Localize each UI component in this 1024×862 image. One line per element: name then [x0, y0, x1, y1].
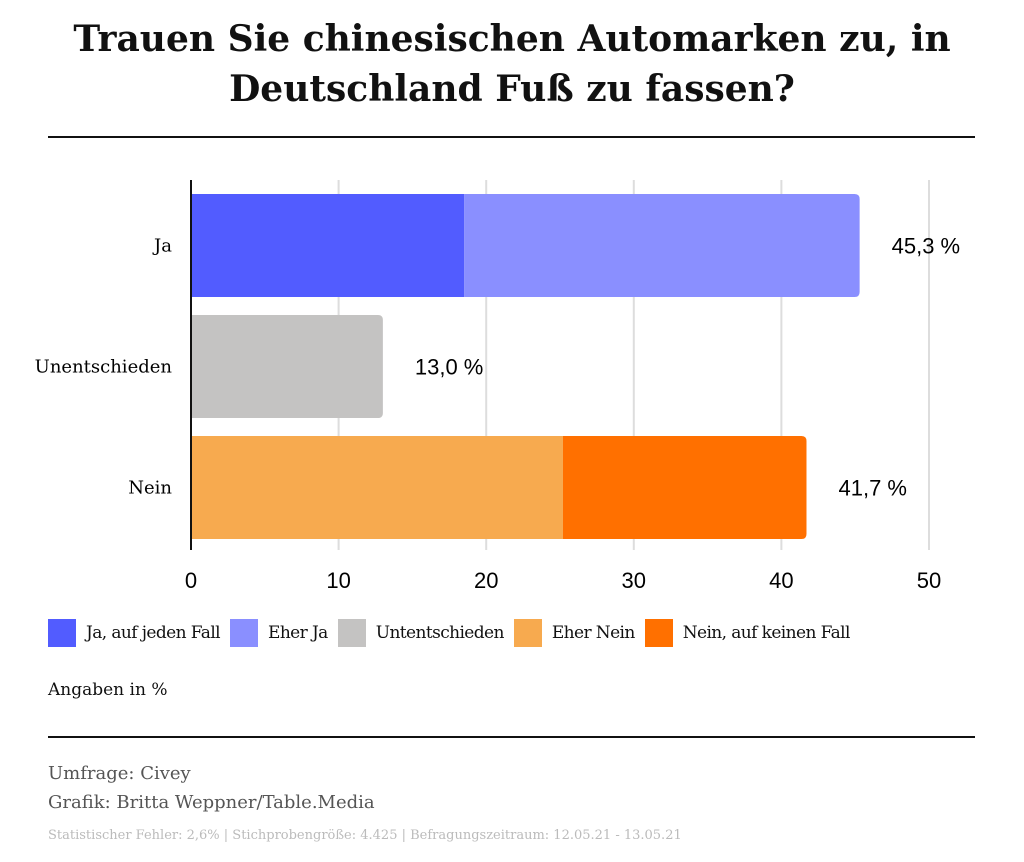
x-tick-label: 30: [622, 568, 646, 593]
bar-segment: [191, 436, 563, 539]
legend-item: Nein, auf keinen Fall: [644, 619, 851, 647]
legend-label: Nein, auf keinen Fall: [682, 623, 851, 643]
category-label: Unentschieden: [35, 357, 173, 378]
x-tick-label: 50: [917, 568, 941, 593]
bar-chart: 0 10 20 30 40 50 Ja 45,3 % Unentschieden 13,0 % Ne…: [35, 180, 961, 593]
category-label: Ja: [152, 236, 172, 257]
x-tick-label: 10: [326, 568, 350, 593]
bar-segment: [191, 315, 383, 418]
legend-label: Eher Ja: [268, 623, 328, 643]
bar-segment: [464, 194, 860, 297]
legend: Ja, auf jeden Fall Eher Ja Untentschieden E…: [48, 619, 860, 647]
units-note: Angaben in %: [48, 680, 168, 700]
legend-item: Untentschieden: [337, 619, 505, 647]
legend-swatch: [337, 619, 366, 647]
footer-divider: [48, 736, 975, 738]
legend-swatch: [644, 619, 673, 647]
x-tick-label: 20: [474, 568, 498, 593]
x-tick-label: 40: [769, 568, 793, 593]
legend-swatch: [513, 619, 542, 647]
legend-label: Eher Nein: [551, 623, 635, 643]
legend-swatch: [48, 619, 76, 647]
title-divider: [48, 136, 975, 138]
legend-swatch: [230, 619, 259, 647]
total-label: 41,7 %: [838, 476, 907, 501]
bar-segment: [562, 436, 807, 539]
legend-item: Eher Ja: [230, 619, 328, 647]
footnote: Statistischer Fehler: 2,6% | Stichproben…: [48, 828, 682, 843]
legend-label: Ja, auf jeden Fall: [86, 623, 221, 643]
x-tick-label: 0: [185, 568, 197, 593]
total-label: 45,3 %: [892, 234, 961, 259]
source: Umfrage: Civey: [48, 763, 191, 784]
legend-item: Ja, auf jeden Fall: [48, 619, 221, 647]
category-label: Nein: [128, 478, 172, 499]
bar-segment: [191, 194, 465, 297]
total-label: 13,0 %: [415, 355, 484, 380]
chart-title: Trauen Sie chinesischen Automarken zu, i…: [73, 18, 951, 110]
credit: Grafik: Britta Weppner/Table.Media: [48, 792, 375, 813]
legend-item: Eher Nein: [513, 619, 635, 647]
legend-label: Untentschieden: [375, 623, 505, 643]
